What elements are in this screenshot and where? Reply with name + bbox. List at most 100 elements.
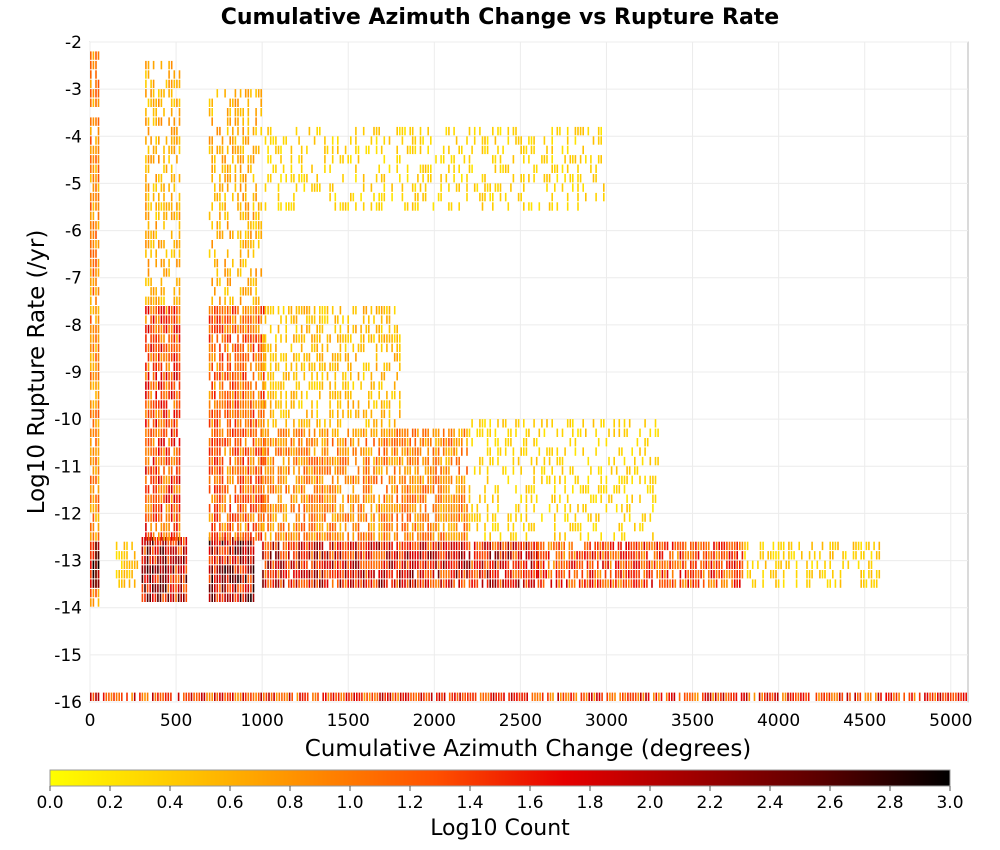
heatmap-cell	[159, 584, 162, 593]
heatmap-cell	[370, 504, 373, 513]
heatmap-cell	[126, 570, 128, 579]
heatmap-cell	[523, 438, 525, 447]
heatmap-cell	[517, 570, 520, 579]
heatmap-cell	[216, 466, 219, 475]
heatmap-cell	[267, 372, 269, 381]
heatmap-cell	[145, 192, 147, 202]
heatmap-cell	[575, 692, 578, 701]
heatmap-cell	[422, 560, 424, 569]
heatmap-cell	[232, 593, 234, 602]
heatmap-cell	[435, 504, 437, 513]
heatmap-cell	[144, 546, 146, 555]
heatmap-cell	[145, 230, 147, 239]
heatmap-cell	[331, 494, 334, 503]
heatmap-cell	[432, 447, 435, 456]
heatmap-cell	[739, 541, 741, 551]
heatmap-cell	[306, 532, 308, 541]
heatmap-cell	[155, 174, 157, 183]
heatmap-cell	[167, 692, 170, 701]
heatmap-cell	[481, 136, 484, 145]
heatmap-cell	[661, 579, 664, 588]
heatmap-cell	[401, 126, 404, 136]
heatmap-cell	[334, 390, 337, 400]
heatmap-cell	[860, 541, 862, 551]
heatmap-cell	[321, 485, 324, 494]
heatmap-cell	[759, 551, 762, 560]
heatmap-cell	[728, 560, 731, 569]
heatmap-cell	[399, 438, 401, 447]
heatmap-cell	[630, 560, 633, 569]
heatmap-cell	[155, 287, 157, 296]
heatmap-cell	[440, 485, 442, 494]
heatmap-cell	[949, 692, 952, 701]
heatmap-cell	[337, 428, 339, 437]
heatmap-cell	[308, 428, 311, 437]
heatmap-cell	[165, 513, 168, 522]
heatmap-cell	[497, 447, 499, 456]
heatmap-cell	[275, 353, 277, 362]
heatmap-cell	[285, 428, 287, 437]
heatmap-cell	[553, 541, 555, 551]
heatmap-cell	[183, 574, 185, 584]
heatmap-cell	[152, 692, 154, 701]
heatmap-cell	[219, 362, 221, 371]
heatmap-cell	[150, 428, 152, 437]
heatmap-cell	[219, 221, 221, 230]
heatmap-cell	[566, 579, 568, 588]
heatmap-cell	[303, 183, 306, 192]
heatmap-cell	[293, 202, 295, 211]
heatmap-cell	[383, 532, 386, 541]
heatmap-cell	[494, 579, 497, 588]
heatmap-cell	[386, 541, 388, 551]
heatmap-cell	[468, 164, 471, 173]
heatmap-cell	[165, 306, 168, 315]
heatmap-cell	[551, 126, 553, 136]
heatmap-cell	[640, 541, 643, 551]
heatmap-cell	[577, 183, 579, 192]
heatmap-cell	[92, 183, 95, 192]
heatmap-cell	[445, 456, 448, 466]
heatmap-cell	[695, 551, 697, 560]
heatmap-cell	[244, 89, 247, 98]
heatmap-cell	[165, 400, 168, 409]
heatmap-cell	[219, 466, 221, 475]
heatmap-cell	[393, 306, 396, 315]
heatmap-cell	[308, 504, 311, 513]
heatmap-cell	[237, 145, 239, 155]
heatmap-cell	[177, 565, 180, 574]
heatmap-cell	[337, 692, 340, 701]
heatmap-cell	[257, 504, 260, 513]
heatmap-cell	[401, 522, 404, 532]
heatmap-cell	[211, 353, 213, 362]
heatmap-cell	[152, 475, 155, 485]
heatmap-cell	[208, 555, 211, 565]
heatmap-cell	[344, 466, 347, 475]
heatmap-cell	[659, 541, 661, 551]
heatmap-cell	[458, 202, 460, 211]
heatmap-cell	[438, 692, 441, 701]
heatmap-cell	[97, 315, 100, 324]
heatmap-cell	[173, 296, 176, 305]
heatmap-cell	[308, 522, 311, 532]
heatmap-cell	[224, 258, 226, 268]
heatmap-cell	[455, 494, 458, 503]
heatmap-cell	[368, 145, 370, 155]
heatmap-cell	[234, 117, 237, 126]
heatmap-cell	[211, 334, 213, 343]
heatmap-cell	[352, 192, 355, 202]
heatmap-cell	[558, 541, 560, 551]
heatmap-cell	[232, 537, 234, 546]
heatmap-cell	[255, 485, 257, 494]
heatmap-cell	[362, 504, 365, 513]
heatmap-cell	[644, 438, 646, 447]
heatmap-cell	[401, 541, 404, 551]
heatmap-cell	[176, 343, 178, 353]
heatmap-cell	[92, 306, 95, 315]
heatmap-cell	[326, 343, 329, 353]
heatmap-cell	[163, 258, 165, 268]
heatmap-cell	[208, 692, 211, 701]
heatmap-cell	[357, 466, 360, 475]
heatmap-cell	[502, 145, 504, 155]
heatmap-cell	[321, 381, 324, 390]
heatmap-cell	[214, 249, 216, 258]
